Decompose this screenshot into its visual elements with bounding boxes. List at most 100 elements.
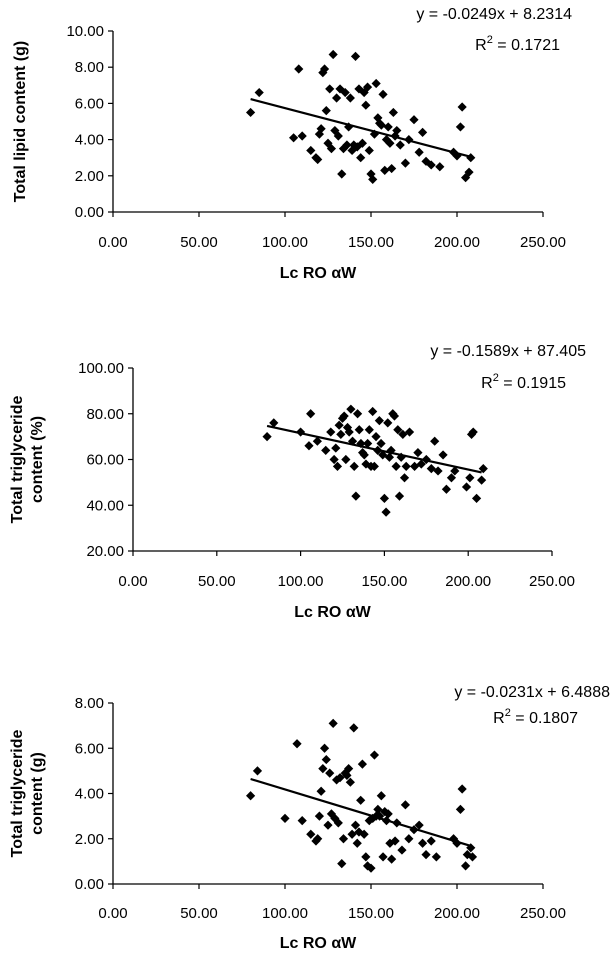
data-point (364, 145, 374, 156)
data-point (321, 754, 331, 765)
data-point (438, 450, 448, 460)
data-point (316, 786, 326, 796)
data-point (380, 165, 390, 175)
y-tick-label: 4.00 (75, 132, 104, 149)
data-point (356, 438, 366, 449)
data-point (430, 436, 440, 446)
data-point (363, 438, 373, 449)
x-tick-label: 100.00 (262, 905, 308, 922)
data-point (468, 427, 478, 437)
chart-2: 20.00 40.00 60.00 80.00 100.00 0.00 50.00 100.0… (9, 343, 586, 621)
data-point (326, 144, 337, 154)
data-point (318, 764, 328, 774)
x-tick-label: 0.00 (98, 905, 127, 922)
data-point (349, 723, 359, 733)
trendline-equation: y = -0.1589x + 87.405 (430, 343, 586, 360)
data-point (361, 100, 371, 110)
data-point (465, 473, 475, 483)
r-squared-r: R (475, 37, 487, 54)
data-point (341, 454, 351, 465)
y-tick-label: 2.00 (75, 831, 104, 848)
y-axis-label-line: content (%) (29, 416, 46, 503)
data-point (413, 448, 423, 458)
data-point (364, 816, 374, 826)
data-point (347, 436, 358, 446)
x-tick-label: 50.00 (180, 905, 218, 922)
data-point (385, 138, 395, 148)
data-point (306, 409, 316, 419)
data-point (319, 64, 330, 74)
y-tick-label: 6.00 (75, 95, 104, 112)
data-point (342, 770, 352, 780)
data-point (368, 813, 378, 823)
data-point (404, 834, 414, 844)
data-point (387, 163, 397, 174)
data-point (323, 820, 333, 830)
x-tick-label: 150.00 (348, 905, 394, 922)
data-point (342, 422, 353, 433)
data-point (349, 461, 359, 471)
data-point (326, 809, 337, 819)
data-point (314, 129, 324, 139)
x-axis-label: Lc RO αW (280, 935, 357, 952)
data-point (375, 811, 385, 821)
data-point (376, 791, 386, 801)
x-tick-label: 100.00 (262, 234, 308, 251)
data-point (391, 461, 401, 471)
y-tick-label: 0.00 (75, 876, 104, 893)
data-point (399, 473, 410, 483)
data-point (325, 768, 335, 778)
data-point (328, 718, 338, 728)
data-point (389, 411, 400, 421)
data-point (254, 87, 264, 98)
data-point (457, 784, 467, 794)
y-axis-label-line: Total triglyceride (9, 730, 26, 858)
r-squared-value: = 0.1807 (511, 710, 578, 727)
data-point (334, 420, 344, 430)
data-point (306, 829, 316, 839)
r-squared-label: R2 = 0.1915 (481, 372, 566, 392)
data-point (418, 838, 428, 848)
data-point (359, 450, 369, 460)
data-point (352, 409, 363, 419)
y-axis-label: Total lipid content (g) (12, 41, 29, 202)
data-point (409, 115, 419, 125)
data-point (350, 820, 361, 830)
y-tick-label: 60.00 (86, 452, 124, 469)
trendline (250, 98, 472, 158)
data-point (376, 438, 386, 449)
data-point (352, 142, 362, 152)
data-point (292, 739, 302, 749)
data-point (347, 145, 357, 156)
x-tick-label: 100.00 (278, 573, 324, 590)
x-tick-label: 150.00 (361, 573, 407, 590)
x-tick-label: 200.00 (434, 234, 480, 251)
x-tick-label: 200.00 (445, 573, 491, 590)
data-point (333, 818, 343, 828)
data-point (401, 461, 411, 471)
y-axis-label-line: content (g) (29, 752, 46, 835)
data-point (332, 93, 342, 103)
data-point (387, 854, 397, 864)
data-point (351, 491, 361, 501)
data-point (369, 461, 379, 471)
y-tick-label: 8.00 (75, 695, 104, 712)
r-squared-label: R2 = 0.1721 (475, 34, 560, 54)
data-point (466, 843, 476, 853)
r-squared-exponent: 2 (505, 707, 511, 719)
data-point (364, 425, 374, 435)
data-point (342, 140, 352, 150)
data-point (321, 106, 331, 116)
data-point (326, 427, 336, 437)
data-point (331, 443, 341, 453)
data-point (466, 153, 476, 163)
data-point (404, 427, 415, 437)
x-tick-label: 200.00 (434, 905, 480, 922)
data-point (455, 122, 466, 132)
data-point (471, 493, 482, 503)
data-point (349, 140, 359, 150)
data-point (354, 84, 364, 94)
data-point (356, 795, 366, 805)
data-point (335, 84, 345, 94)
data-point (392, 125, 402, 136)
